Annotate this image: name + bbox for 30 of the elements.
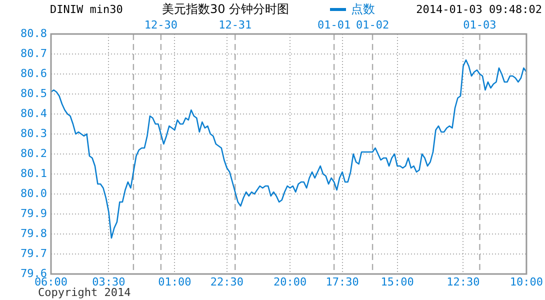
y-tick-label: 80.3 <box>20 126 47 140</box>
y-tick-label: 80.0 <box>20 186 47 200</box>
x-tick-label: 20:00 <box>274 275 307 288</box>
y-tick-label: 80.1 <box>20 166 47 180</box>
x-tick-label: 15:00 <box>380 275 414 288</box>
legend-label: 点数 <box>351 2 375 16</box>
y-tick-label: 80.7 <box>20 46 47 60</box>
y-tick-label: 80.8 <box>20 26 47 40</box>
text: 2014-01-03 09:48:02 <box>416 3 542 16</box>
x-tick-label: 17:30 <box>326 275 359 288</box>
x-tick-label: 03:30 <box>92 275 126 288</box>
x-tick-label: 22:30 <box>210 275 244 288</box>
text: 01-01 <box>318 18 351 32</box>
text: Copyright 2014 <box>38 286 131 299</box>
x-tick-label: 12:30 <box>446 275 480 288</box>
y-tick-label: 80.6 <box>20 66 47 80</box>
x-tick-label: 01:00 <box>158 275 192 288</box>
y-tick-label: 79.9 <box>20 206 47 220</box>
y-tick-label: 80.5 <box>20 86 47 100</box>
text: 01-02 <box>356 18 390 32</box>
y-tick-label: 79.7 <box>20 246 47 260</box>
text: 01-03 <box>463 18 496 32</box>
y-tick-label: 79.8 <box>20 226 47 240</box>
chart-subtitle: DINIW min30 <box>50 3 123 16</box>
x-tick-label: 10:00 <box>510 275 544 288</box>
y-tick-label: 80.4 <box>20 106 48 120</box>
text: 12-31 <box>218 18 252 32</box>
text: 12-30 <box>144 18 178 32</box>
y-tick-label: 80.2 <box>20 146 47 160</box>
chart-title: 美元指数30 分钟分时图 <box>162 2 290 16</box>
